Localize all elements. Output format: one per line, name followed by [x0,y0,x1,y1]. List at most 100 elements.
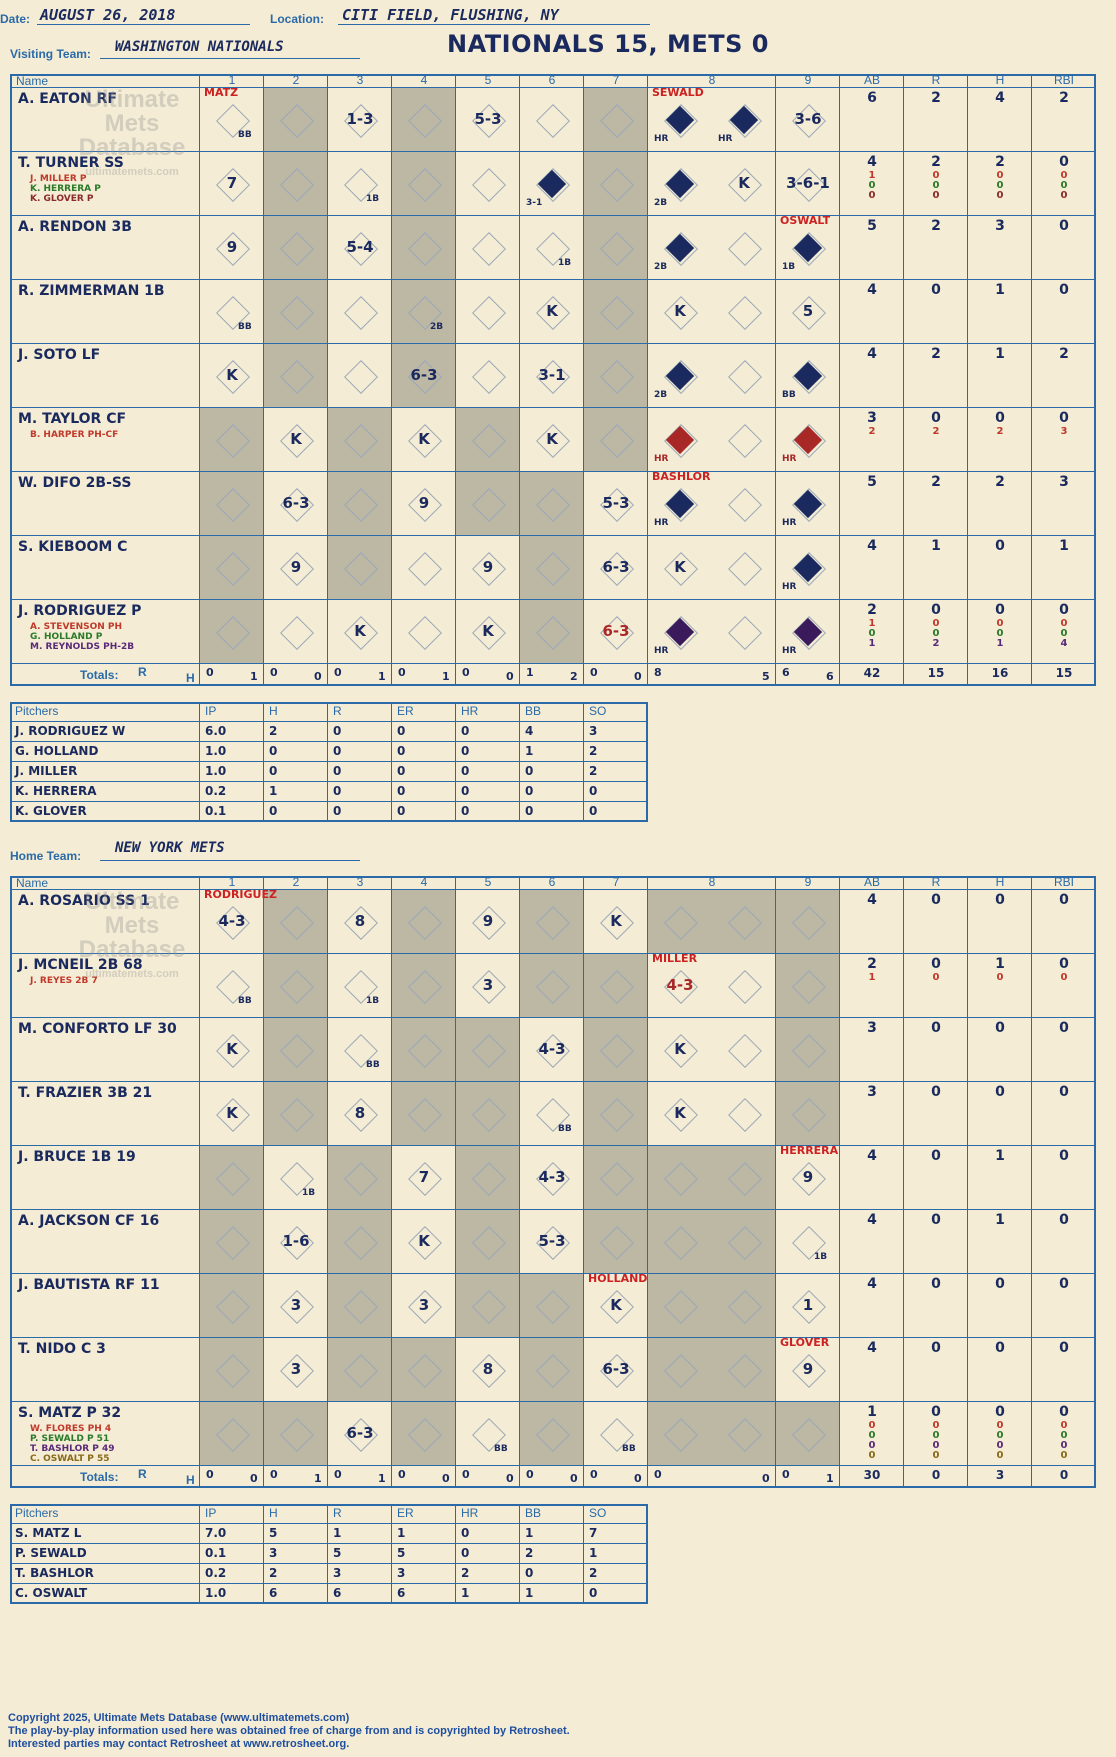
inning-box [264,344,328,408]
inning-box [648,1210,776,1274]
inning-box [456,1338,520,1402]
stat-value: 0 [1060,180,1068,191]
stat-value: 3 [867,410,877,426]
inning-box [200,1338,264,1402]
header-cell [10,74,200,88]
inning-box [648,890,776,954]
pitcher-column-header: HR [456,1504,520,1524]
stat-value: 1 [995,346,1005,362]
inning-box [200,1402,264,1466]
play-result: 3 [482,976,494,994]
inning-box [328,1402,392,1466]
play-result: HR [782,454,797,464]
pitcher-stat: 0 [392,742,456,762]
inning-total-box [776,1466,840,1488]
inning-box [584,344,648,408]
stat-value: 2 [868,426,876,437]
header-cell [10,876,200,890]
inning-box [200,1082,264,1146]
stat-box [840,408,904,472]
batter-name: T. NIDO C 3 [18,1341,106,1357]
stat-value: 0 [931,1148,941,1164]
play-result: HR [654,454,669,464]
stat-value: 1 [931,538,941,554]
inning-box [456,280,520,344]
inning-box [200,216,264,280]
inning-runs-total: 0 [654,1468,662,1481]
stat-value: 2 [1059,90,1069,106]
stat-value: 0 [931,1084,941,1100]
watermark-text: Ultimate [84,888,180,915]
watermark-text: Mets [104,912,160,939]
stat-value: 2 [867,602,877,618]
date-value: AUGUST 26, 2018 [40,6,176,24]
stat-value: 0 [931,1276,941,1292]
pitcher-stat: 1 [520,1584,584,1604]
inning-box [584,1018,648,1082]
stat-value: 4 [867,1276,877,1292]
pitcher-stat: 6 [264,1584,328,1604]
pitching-change-tag: GLOVER [780,1336,830,1349]
pitcher-stat: 0 [584,782,648,802]
pitcher-stat: 0 [328,802,392,822]
pitcher-stat: 1.0 [200,762,264,782]
watermark-text: Mets [104,110,160,137]
stat-value: 0 [1060,1420,1068,1431]
header-cell [904,74,968,88]
inning-header: 2 [292,875,300,889]
inning-box [328,536,392,600]
play-result: 8 [482,1360,494,1378]
inning-box [392,536,456,600]
pitcher-stat: 0.2 [200,782,264,802]
footer-line: Interested parties may contact Retroshee… [8,1738,350,1750]
inning-header: 5 [484,73,492,87]
play-result: 9 [482,912,494,930]
pitcher-column-header: IP [200,1504,264,1524]
substitute-name: P. SEWALD P 51 [30,1434,110,1444]
inning-runs-total: 0 [334,666,342,679]
batter-row [10,1274,200,1338]
pitcher-column-header: ER [392,702,456,722]
play-result: 2B [654,262,668,272]
inning-box [456,152,520,216]
pitcher-stat: 0.1 [200,1544,264,1564]
stat-value: 0 [868,190,876,201]
inning-runs-total: 0 [590,666,598,679]
play-result: BB [238,130,252,140]
stat-header: R [931,73,941,87]
pitcher-stat: 3 [328,1564,392,1584]
inning-hits-total: 0 [250,1472,258,1485]
inning-box [648,536,776,600]
pitcher-stat: 1 [392,1524,456,1544]
batter-row [10,890,200,954]
stat-box [1032,1210,1096,1274]
inning-hits-total: 1 [826,1472,834,1485]
stat-box [840,1018,904,1082]
play-result: 9 [418,494,430,512]
inning-total-box [392,1466,456,1488]
inning-runs-total: 0 [206,1468,214,1481]
inning-total-box [648,1466,776,1488]
header-cell [392,876,456,890]
play-result: BB [782,390,796,400]
inning-box [520,1146,584,1210]
play-result: 6-3 [282,494,310,512]
stat-box [968,600,1032,664]
play-result: K [226,1104,238,1122]
header-cell [328,74,392,88]
inning-box [264,1018,328,1082]
location-label: Location: [270,12,324,26]
play-result: K [354,622,366,640]
stat-value: 0 [996,170,1004,181]
stat-box [840,954,904,1018]
inning-total-box [584,664,648,686]
inning-box [520,88,584,152]
stat-box [904,280,968,344]
inning-header: 7 [612,73,620,87]
stat-box [1032,152,1096,216]
stat-box [968,280,1032,344]
batter-row [10,1338,200,1402]
pitcher-stat: 0 [520,762,584,782]
home-team-label: Home Team: [10,849,82,863]
stat-box [968,1018,1032,1082]
